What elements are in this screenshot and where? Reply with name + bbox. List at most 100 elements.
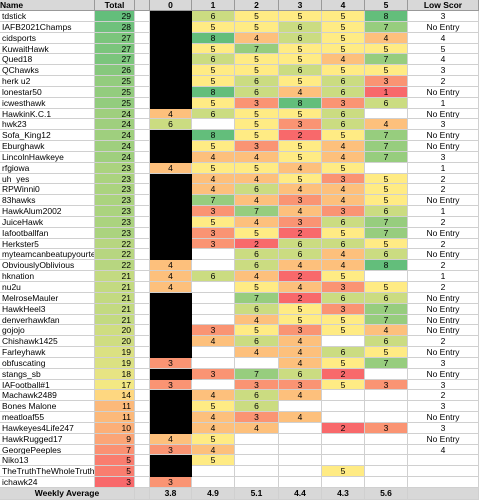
low-score: 3 bbox=[408, 401, 479, 413]
week-score: 2 bbox=[279, 227, 322, 239]
week-score: 5 bbox=[365, 195, 408, 207]
week-score bbox=[235, 466, 279, 478]
week-score: 4 bbox=[150, 271, 192, 282]
low-score: 3 bbox=[408, 11, 479, 22]
total-cell: 10 bbox=[95, 422, 135, 434]
week-score: 6 bbox=[192, 54, 235, 66]
weekly-average: 3.8 bbox=[150, 487, 192, 500]
week-score: 4 bbox=[192, 336, 235, 348]
low-score: No Entry bbox=[408, 249, 479, 261]
spacer-cell bbox=[135, 357, 150, 369]
week-score: 5 bbox=[279, 151, 322, 163]
total-cell: 22 bbox=[95, 249, 135, 261]
week-score bbox=[365, 477, 408, 488]
spacer-cell bbox=[135, 97, 150, 109]
spacer-cell bbox=[135, 173, 150, 185]
player-name: icwesthawk bbox=[0, 97, 95, 109]
week-score bbox=[365, 162, 408, 174]
week-score: 4 bbox=[322, 151, 365, 163]
weekly-average: 5.1 bbox=[235, 487, 279, 500]
week-score: 4 bbox=[235, 347, 279, 358]
spacer-cell bbox=[135, 130, 150, 142]
week-score bbox=[150, 43, 192, 55]
low-score: 1 bbox=[408, 206, 479, 217]
low-score: 3 bbox=[408, 357, 479, 369]
low-score: No Entry bbox=[408, 325, 479, 337]
spacer-footer bbox=[135, 487, 150, 500]
week-score: 5 bbox=[322, 32, 365, 44]
spacer-cell bbox=[135, 162, 150, 174]
week-score: 5 bbox=[322, 271, 365, 282]
player-name: GeorgePeeples bbox=[0, 444, 95, 456]
week-score bbox=[192, 292, 235, 304]
low-score: 2 bbox=[408, 282, 479, 293]
week-score: 4 bbox=[322, 195, 365, 207]
week-score: 5 bbox=[322, 65, 365, 77]
total-cell: 19 bbox=[95, 357, 135, 369]
week-score: 8 bbox=[192, 86, 235, 98]
total-cell: 25 bbox=[95, 86, 135, 98]
player-name: ObviouslyOblivious bbox=[0, 260, 95, 272]
week-score: 5 bbox=[279, 141, 322, 152]
player-name: myteamcanbeatupyourte bbox=[0, 249, 95, 261]
week-score bbox=[235, 455, 279, 467]
week-score bbox=[150, 347, 192, 358]
total-cell: 24 bbox=[95, 119, 135, 131]
player-name: Farleyhawk bbox=[0, 347, 95, 358]
week-score: 6 bbox=[279, 238, 322, 250]
week-score: 5 bbox=[322, 227, 365, 239]
week-score: 4 bbox=[322, 54, 365, 66]
week-score: 7 bbox=[365, 303, 408, 315]
total-cell: 24 bbox=[95, 130, 135, 142]
week-score: 5 bbox=[322, 11, 365, 22]
player-name: KuwaitHawk bbox=[0, 43, 95, 55]
week-score: 4 bbox=[235, 32, 279, 44]
week-score: 6 bbox=[365, 249, 408, 261]
week-score: 5 bbox=[279, 173, 322, 185]
week-score: 8 bbox=[279, 97, 322, 109]
spacer-cell bbox=[135, 336, 150, 348]
week-score: 5 bbox=[322, 21, 365, 33]
week-score: 4 bbox=[279, 282, 322, 293]
spacer-cell bbox=[135, 379, 150, 391]
total-cell: 20 bbox=[95, 336, 135, 348]
spacer-cell bbox=[135, 76, 150, 87]
week-score: 7 bbox=[235, 292, 279, 304]
week-score: 3 bbox=[279, 216, 322, 228]
week-score: 3 bbox=[279, 119, 322, 131]
week-score: 4 bbox=[365, 119, 408, 131]
total-cell: 11 bbox=[95, 401, 135, 413]
week-score bbox=[192, 303, 235, 315]
player-name: 83hawks bbox=[0, 195, 95, 207]
week-score: 7 bbox=[365, 216, 408, 228]
week-score bbox=[235, 357, 279, 369]
week-score bbox=[322, 455, 365, 467]
week-score bbox=[322, 477, 365, 488]
week-score: 4 bbox=[365, 325, 408, 337]
week-score: 5 bbox=[279, 108, 322, 120]
week-score: 6 bbox=[322, 119, 365, 131]
week-score: 5 bbox=[192, 216, 235, 228]
player-name: HawkRugged17 bbox=[0, 433, 95, 445]
low-score: No Entry bbox=[408, 368, 479, 380]
total-cell: 18 bbox=[95, 368, 135, 380]
week-score bbox=[150, 151, 192, 163]
week-score: 3 bbox=[192, 206, 235, 217]
week-score: 6 bbox=[279, 249, 322, 261]
week-score: 2 bbox=[235, 238, 279, 250]
week-score: 6 bbox=[279, 32, 322, 44]
week-score: 7 bbox=[365, 21, 408, 33]
total-cell: 24 bbox=[95, 141, 135, 152]
week-score bbox=[150, 249, 192, 261]
week-score bbox=[322, 336, 365, 348]
low-score: 2 bbox=[408, 184, 479, 196]
week-score: 5 bbox=[192, 21, 235, 33]
week-score: 5 bbox=[192, 141, 235, 152]
low-score: 2 bbox=[408, 216, 479, 228]
low-score: 4 bbox=[408, 32, 479, 44]
spacer-cell bbox=[135, 141, 150, 152]
spacer-cell bbox=[135, 65, 150, 77]
player-name: nu2u bbox=[0, 282, 95, 293]
week-score bbox=[365, 433, 408, 445]
